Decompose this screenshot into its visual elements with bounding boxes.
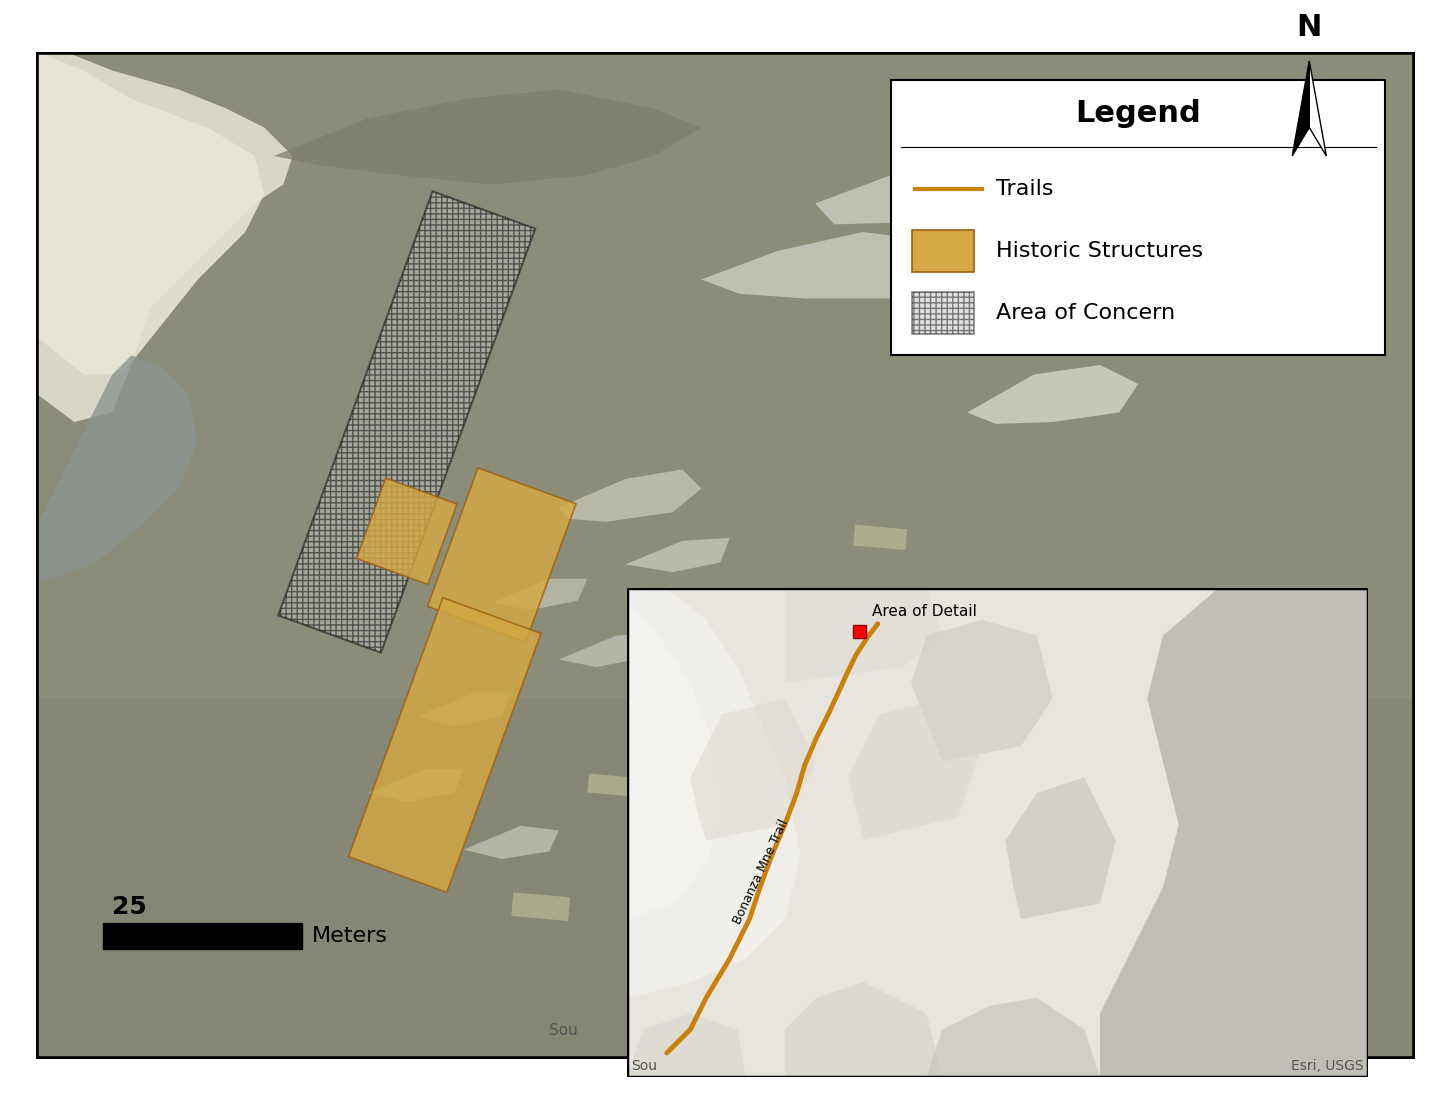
Polygon shape xyxy=(691,698,817,840)
Bar xyxy=(853,525,907,551)
Bar xyxy=(103,922,302,949)
Polygon shape xyxy=(559,470,701,522)
Bar xyxy=(913,230,974,272)
Polygon shape xyxy=(1006,777,1116,919)
Polygon shape xyxy=(464,826,559,859)
Polygon shape xyxy=(492,578,588,611)
Text: Bonanza Mne Trail: Bonanza Mne Trail xyxy=(731,817,791,927)
Bar xyxy=(778,678,826,702)
Bar xyxy=(511,892,570,921)
Text: Area of Concern: Area of Concern xyxy=(995,303,1175,323)
Text: 25: 25 xyxy=(112,895,147,918)
Polygon shape xyxy=(369,769,464,803)
Polygon shape xyxy=(627,604,721,919)
Polygon shape xyxy=(627,1013,746,1077)
Polygon shape xyxy=(357,478,457,585)
Bar xyxy=(588,774,631,796)
Polygon shape xyxy=(36,51,264,374)
Polygon shape xyxy=(36,51,293,422)
Polygon shape xyxy=(815,165,1129,228)
Text: Esri, USGS: Esri, USGS xyxy=(1291,1059,1364,1072)
Polygon shape xyxy=(559,633,654,667)
Text: Trails: Trails xyxy=(995,179,1053,200)
Polygon shape xyxy=(911,619,1053,761)
Text: Historic Structures: Historic Structures xyxy=(995,241,1203,261)
Polygon shape xyxy=(1309,61,1326,157)
Bar xyxy=(853,625,866,638)
Polygon shape xyxy=(279,191,535,653)
Polygon shape xyxy=(36,355,197,584)
Text: Sou: Sou xyxy=(550,1022,577,1038)
Polygon shape xyxy=(785,588,942,683)
Polygon shape xyxy=(416,693,511,726)
Polygon shape xyxy=(927,998,1100,1077)
Polygon shape xyxy=(625,538,730,572)
Bar xyxy=(891,80,1386,355)
Polygon shape xyxy=(847,698,982,840)
Text: Area of Detail: Area of Detail xyxy=(872,605,977,619)
Bar xyxy=(815,603,859,625)
Polygon shape xyxy=(968,365,1138,424)
Bar xyxy=(36,697,1415,1059)
Polygon shape xyxy=(348,597,541,892)
Polygon shape xyxy=(1293,61,1309,157)
Text: Legend: Legend xyxy=(1075,99,1201,128)
Bar xyxy=(913,292,974,334)
Text: Sou: Sou xyxy=(631,1059,657,1072)
Polygon shape xyxy=(701,232,987,299)
Polygon shape xyxy=(785,982,942,1077)
Text: N: N xyxy=(1297,13,1322,42)
Polygon shape xyxy=(1100,588,1368,1077)
Bar xyxy=(701,809,755,835)
Text: Meters: Meters xyxy=(312,926,387,946)
Polygon shape xyxy=(428,468,576,642)
Polygon shape xyxy=(274,90,701,184)
Bar xyxy=(644,724,694,749)
Bar xyxy=(701,617,760,646)
Polygon shape xyxy=(627,588,801,998)
Polygon shape xyxy=(891,289,1062,332)
